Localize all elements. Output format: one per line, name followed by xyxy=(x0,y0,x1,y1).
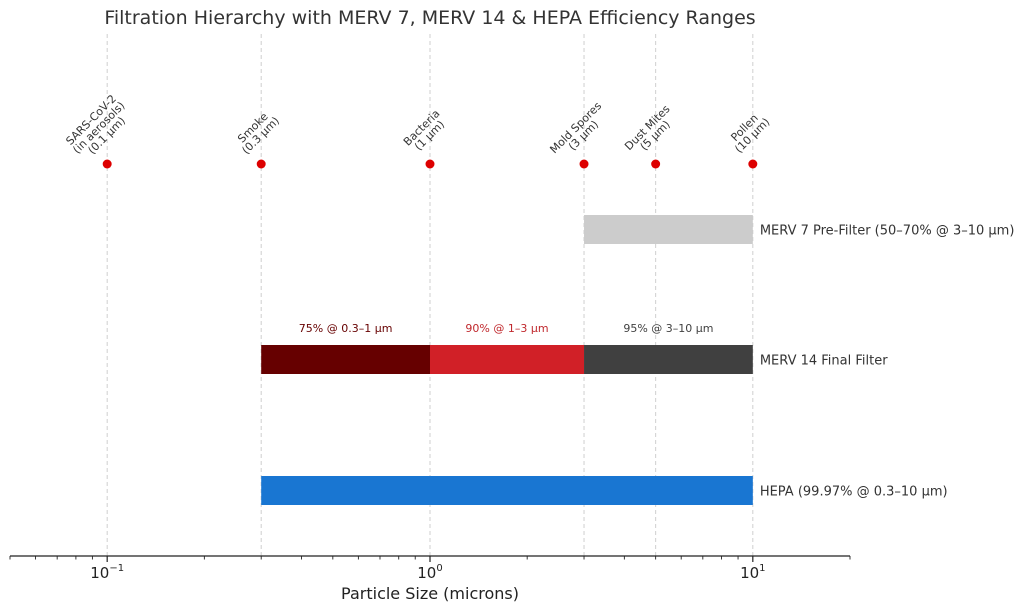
particle-annotation: Smoke(0.3 µm) xyxy=(232,106,282,156)
particle-annotations: SARS-CoV-2(in aerosols)(0.1 µm) Smoke(0.3… xyxy=(63,91,772,164)
segment-label: 90% @ 1–3 µm xyxy=(465,322,548,335)
particle-annotation: Pollen(10 µm) xyxy=(724,108,772,156)
x-axis-label: Particle Size (microns) xyxy=(341,584,519,603)
particle-annotation: Mold Spores(3 µm) xyxy=(547,99,612,164)
filter-bars: MERV 7 Pre-Filter (50–70% @ 3–10 µm) 75% … xyxy=(261,215,1014,505)
x-tick-exponent: −1 xyxy=(109,563,124,574)
x-tick-label: 101 xyxy=(740,563,765,582)
particle-annotation: SARS-CoV-2(in aerosols)(0.1 µm) xyxy=(63,91,136,164)
bar-segment xyxy=(430,345,585,374)
particle-annotation: Bacteria(1 µm) xyxy=(401,107,450,156)
bar-segment xyxy=(584,215,753,244)
particle-marker xyxy=(748,159,758,169)
x-tick-label: 100 xyxy=(417,563,442,582)
segment-label: 75% @ 0.3–1 µm xyxy=(299,322,393,335)
particle-marker xyxy=(425,159,435,169)
grid-lines xyxy=(106,34,754,556)
x-tick-base: 10 xyxy=(417,564,436,582)
segment-label: 95% @ 3–10 µm xyxy=(623,322,713,335)
bar-label: HEPA (99.97% @ 0.3–10 µm) xyxy=(760,485,948,500)
particle-marker xyxy=(651,159,661,169)
particle-markers xyxy=(102,159,758,169)
bar-label: MERV 7 Pre-Filter (50–70% @ 3–10 µm) xyxy=(760,224,1015,239)
bar-label: MERV 14 Final Filter xyxy=(760,354,888,369)
x-axis: 10−1 100 101 xyxy=(9,555,851,582)
x-tick-base: 10 xyxy=(740,564,759,582)
bar-segment xyxy=(584,345,753,374)
particle-marker xyxy=(256,159,266,169)
bar-segment xyxy=(261,476,753,505)
bar-segment xyxy=(261,345,430,374)
x-tick-exponent: 1 xyxy=(759,563,765,574)
particle-annotation: Dust Mites(5 µm) xyxy=(622,102,680,160)
x-tick-base: 10 xyxy=(90,564,109,582)
x-tick-exponent: 0 xyxy=(436,563,442,574)
chart-title: Filtration Hierarchy with MERV 7, MERV 1… xyxy=(104,7,755,29)
x-tick-label: 10−1 xyxy=(90,563,124,582)
particle-marker xyxy=(579,159,589,169)
particle-marker xyxy=(102,159,112,169)
